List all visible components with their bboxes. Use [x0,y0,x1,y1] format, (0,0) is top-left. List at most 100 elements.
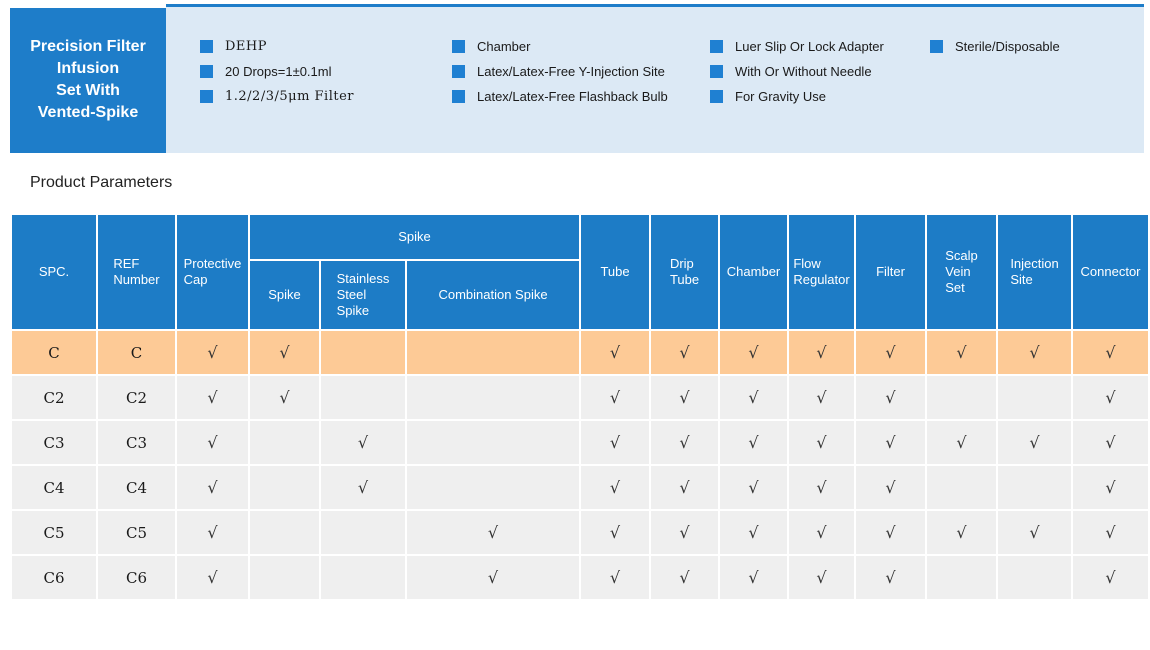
feature-item: 20 Drops=1±0.1ml [200,65,354,78]
col-header-tube: Tube [579,213,652,331]
check-cell: √ [175,329,250,376]
check-cell: √ [787,419,857,466]
check-cell: √ [1071,419,1150,466]
spc-cell: C6 [10,554,98,601]
empty-cell [319,329,407,376]
feature-banner: DEHP 20 Drops=1±0.1ml 1.2/2/3/5μm Filter C… [166,7,1144,153]
bullet-square-icon [200,90,213,103]
feature-label: Chamber [477,39,531,54]
section-title: Product Parameters [30,174,173,191]
feature-label: 20 Drops=1±0.1ml [225,64,332,79]
table-row: C4 C4 √ √ √ √ √ √ √ √ [10,464,1150,511]
feature-label: Latex/Latex-Free Flashback Bulb [477,89,668,104]
bullet-square-icon [452,90,465,103]
empty-cell [925,554,999,601]
check-cell: √ [579,464,652,511]
check-cell: √ [175,509,250,556]
col-header-flow-regulator: Flow Regulator [787,213,857,331]
col-header-chamber: Chamber [718,213,790,331]
check-cell: √ [718,329,790,376]
feature-label: With Or Without Needle [735,64,872,79]
check-cell: √ [1071,509,1150,556]
feature-item: Luer Slip Or Lock Adapter [710,40,884,53]
bullet-square-icon [200,40,213,53]
check-cell: √ [649,464,721,511]
table-row: C C √ √ √ √ √ √ √ √ √ √ [10,329,1150,376]
product-parameters-table: SPC. REF Number Protective Cap Spike Tub… [10,213,1150,601]
col-header-combination-spike: Combination Spike [404,259,582,331]
check-cell: √ [1071,554,1150,601]
col-header-injection-site: Injection Site [996,213,1074,331]
feature-column: Chamber Latex/Latex-Free Y-Injection Site… [452,40,668,115]
spc-cell: C5 [10,509,98,556]
spc-cell: C [10,329,98,376]
feature-label: DEHP [225,39,267,54]
check-cell: √ [787,554,857,601]
empty-cell [404,464,582,511]
empty-cell [248,464,321,511]
check-cell: √ [854,419,928,466]
check-cell: √ [175,419,250,466]
empty-cell [404,329,582,376]
check-cell: √ [649,419,721,466]
check-cell: √ [787,374,857,421]
feature-label: 1.2/2/3/5μm Filter [225,89,355,104]
feature-column: Sterile/Disposable [930,40,1060,65]
check-cell: √ [579,329,652,376]
feature-item: DEHP [200,40,354,53]
bullet-square-icon [710,90,723,103]
check-cell: √ [996,329,1074,376]
ref-cell: C2 [96,374,177,421]
check-cell: √ [787,464,857,511]
empty-cell [319,374,407,421]
check-cell: √ [1071,464,1150,511]
feature-label: Sterile/Disposable [955,39,1060,54]
ref-cell: C5 [96,509,177,556]
check-cell: √ [175,464,250,511]
check-cell: √ [718,509,790,556]
check-cell: √ [854,509,928,556]
ref-cell: C4 [96,464,177,511]
spc-cell: C3 [10,419,98,466]
check-cell: √ [718,419,790,466]
col-header-filter: Filter [854,213,928,331]
check-cell: √ [579,419,652,466]
spc-cell: C4 [10,464,98,511]
check-cell: √ [925,419,999,466]
feature-item: With Or Without Needle [710,65,884,78]
check-cell: √ [718,554,790,601]
feature-label: Luer Slip Or Lock Adapter [735,39,884,54]
check-cell: √ [248,329,321,376]
bullet-square-icon [930,40,943,53]
check-cell: √ [854,374,928,421]
bullet-square-icon [710,40,723,53]
feature-item: Sterile/Disposable [930,40,1060,53]
ref-cell: C6 [96,554,177,601]
check-cell: √ [248,374,321,421]
check-cell: √ [787,329,857,376]
spc-cell: C2 [10,374,98,421]
check-cell: √ [854,554,928,601]
check-cell: √ [649,374,721,421]
empty-cell [996,374,1074,421]
bullet-square-icon [710,65,723,78]
check-cell: √ [649,509,721,556]
check-cell: √ [175,554,250,601]
feature-item: 1.2/2/3/5μm Filter [200,90,354,103]
check-cell: √ [319,419,407,466]
col-header-spike: Spike [248,259,321,331]
check-cell: √ [787,509,857,556]
col-header-protective-cap: Protective Cap [175,213,250,331]
ref-cell: C3 [96,419,177,466]
check-cell: √ [404,509,582,556]
bullet-square-icon [452,40,465,53]
table-body: C C √ √ √ √ √ √ √ √ √ √ C2 C2 √ √ √ √ √ √ √ √ C3 C3 √ √ √ √ √ √ √ √ √ √ C4… [10,329,1150,601]
bullet-square-icon [200,65,213,78]
table-wrap: SPC. REF Number Protective Cap Spike Tub… [10,213,1150,601]
col-header-scalp-vein-set: Scalp Vein Set [925,213,999,331]
col-header-drip-tube: Drip Tube [649,213,721,331]
empty-cell [319,554,407,601]
check-cell: √ [925,509,999,556]
col-header-connector: Connector [1071,213,1150,331]
ref-cell: C [96,329,177,376]
